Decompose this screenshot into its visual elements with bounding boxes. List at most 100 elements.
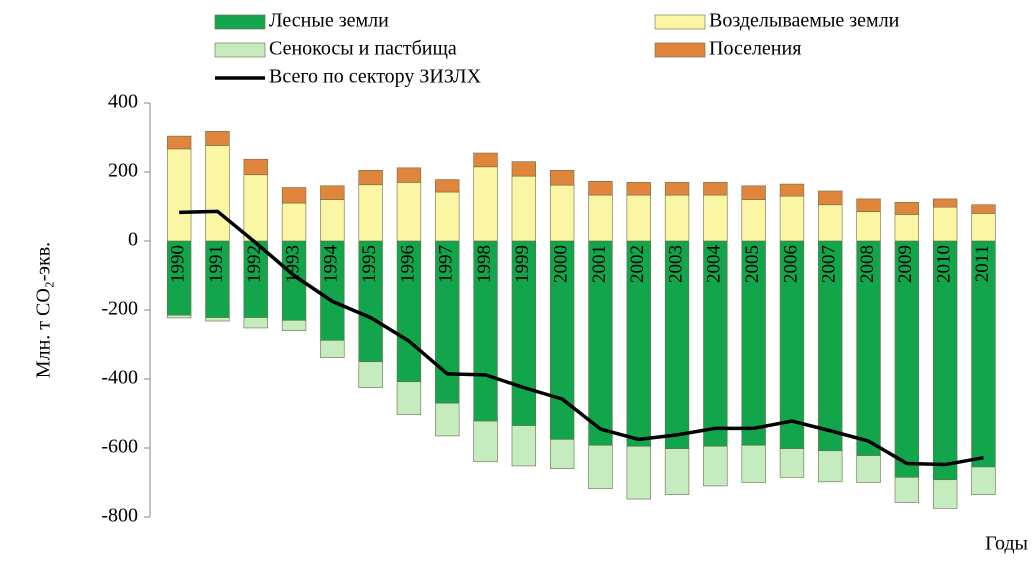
bar [320, 199, 345, 242]
bar [741, 199, 766, 242]
legend-label: Всего по сектору ЗИЗЛХ [269, 66, 482, 88]
bar [166, 314, 192, 319]
bar [473, 152, 498, 168]
bar [971, 466, 996, 495]
bar [435, 179, 460, 193]
bar [932, 198, 958, 208]
legend-label: Лесные земли [269, 10, 389, 32]
bar [396, 167, 422, 183]
bar [243, 317, 268, 329]
y-tick-label: -400 [101, 367, 138, 389]
bar [664, 194, 690, 242]
bar [243, 174, 268, 242]
bar [818, 450, 843, 483]
x-tick-label: 1995 [359, 245, 380, 283]
legend-label: Поселения [709, 38, 801, 60]
bar [894, 477, 920, 503]
total-line [179, 209, 984, 467]
x-tick-label: 1996 [397, 245, 418, 283]
bar [473, 420, 498, 463]
bar [626, 445, 651, 500]
bar [320, 340, 345, 358]
bar [818, 190, 843, 206]
bar [703, 445, 728, 487]
bar [818, 204, 843, 242]
bar [971, 204, 996, 214]
bar [856, 211, 881, 242]
x-tick-label: 1997 [436, 245, 457, 283]
y-tick-label: -600 [101, 436, 138, 458]
bar [588, 194, 613, 242]
x-tick-label: 1999 [512, 245, 533, 283]
x-tick-label: 2004 [704, 245, 725, 284]
bar [549, 169, 575, 186]
bar [396, 381, 422, 415]
x-tick-label: 2007 [819, 245, 840, 283]
bar [856, 198, 881, 212]
bar [396, 182, 422, 242]
legend-label: Сенокосы и пастбища [269, 38, 457, 60]
x-tick-label: 2011 [972, 245, 993, 282]
legend-swatch [654, 42, 706, 58]
bar [588, 444, 613, 490]
bar [626, 194, 651, 242]
bar [779, 183, 805, 197]
bar [779, 195, 805, 242]
bar [894, 202, 920, 215]
y-axis-label: Млн. т CO₂-экв. [33, 242, 55, 378]
bar [588, 181, 613, 196]
bar [435, 402, 460, 437]
x-tick-label: 2003 [665, 245, 686, 283]
bar [626, 182, 651, 196]
x-tick-label: 2000 [551, 245, 572, 283]
legend-swatch [654, 14, 706, 30]
x-tick-label: 2005 [742, 245, 763, 283]
x-tick-label: 2006 [780, 245, 801, 283]
bar [549, 439, 575, 470]
bar [741, 444, 766, 483]
legend-swatch [214, 14, 266, 30]
bar [664, 182, 690, 196]
bar [779, 448, 805, 478]
legend-label: Возделываемые земли [709, 10, 900, 32]
bar [703, 194, 728, 242]
bar [358, 169, 383, 186]
y-tick-label: 200 [108, 160, 138, 182]
bar [205, 130, 230, 146]
x-tick-label: 2010 [934, 245, 955, 283]
x-tick-label: 2008 [857, 245, 878, 283]
x-tick-label: 1991 [206, 245, 227, 283]
bar [281, 202, 307, 242]
bar [281, 187, 307, 204]
bar [205, 145, 230, 242]
x-tick-label: 2009 [895, 245, 916, 283]
bar [932, 479, 958, 509]
x-tick-label: 1994 [321, 245, 342, 284]
bar [894, 214, 920, 242]
bar [243, 158, 268, 176]
x-tick-label: 2002 [627, 245, 648, 283]
bar [166, 148, 192, 242]
bar [281, 320, 307, 332]
bar [358, 361, 383, 388]
bar [320, 185, 345, 200]
x-tick-label: 1998 [474, 245, 495, 283]
x-axis-label: Годы [985, 533, 1028, 555]
x-tick-label: 1990 [168, 245, 189, 283]
bar [358, 184, 383, 242]
bar [473, 166, 498, 242]
bar [703, 182, 728, 196]
y-tick-label: 0 [128, 229, 138, 251]
bar [435, 191, 460, 242]
bar [932, 206, 958, 242]
legend-swatch [214, 42, 266, 58]
bar [741, 185, 766, 200]
y-tick-label: 400 [108, 91, 138, 113]
x-tick-label: 1993 [282, 245, 303, 283]
bar [166, 135, 192, 150]
y-tick-label: -800 [101, 505, 138, 527]
x-tick-label: 1992 [244, 245, 265, 283]
y-tick-label: -200 [101, 298, 138, 320]
bar [971, 213, 996, 242]
